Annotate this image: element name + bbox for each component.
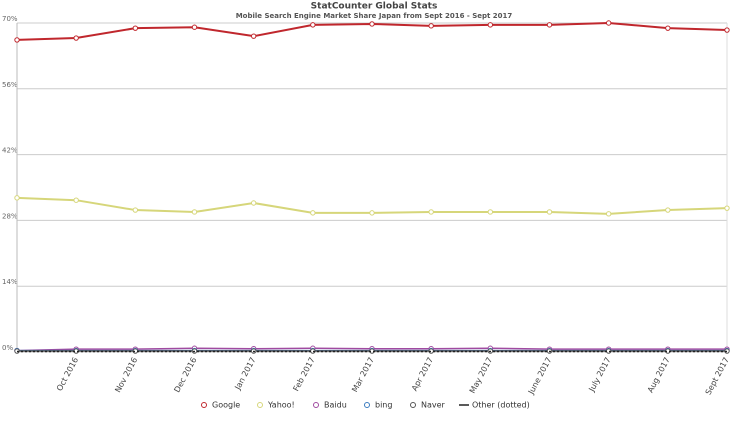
data-point (724, 205, 730, 211)
data-point (665, 207, 671, 213)
legend-label: Google (212, 401, 240, 410)
data-point (605, 211, 612, 217)
data-point (369, 21, 375, 27)
data-point (546, 209, 553, 215)
legend-label: Other (dotted) (472, 401, 530, 410)
data-point (250, 200, 257, 206)
legend-label: Yahoo! (267, 401, 295, 410)
y-tick-label: 56% (2, 81, 18, 89)
x-tick-label: Feb 2017 (291, 356, 316, 393)
data-point (369, 210, 375, 216)
x-tick-label: Apr 2017 (410, 356, 435, 393)
legend-label: Baidu (324, 401, 347, 410)
data-point (310, 22, 316, 28)
data-point (73, 197, 79, 203)
data-point (132, 25, 139, 31)
data-point (14, 37, 20, 43)
x-tick-label: July 2017 (587, 356, 613, 394)
x-tick-label: Aug 2017 (646, 356, 672, 394)
y-tick-label: 70% (2, 15, 18, 23)
data-point (487, 209, 494, 215)
y-tick-label: 42% (2, 147, 18, 155)
data-point (487, 22, 494, 28)
legend-item[interactable]: Other (dotted) (459, 401, 530, 410)
data-point (191, 209, 198, 215)
y-tick-label: 14% (2, 278, 18, 286)
x-tick-label: Jan 2017 (233, 356, 258, 392)
data-point (428, 209, 434, 215)
x-tick-label: Nov 2016 (113, 356, 139, 394)
legend-item[interactable]: Baidu (313, 401, 347, 410)
data-point (73, 35, 79, 41)
data-point (605, 20, 612, 26)
x-tick-label: Sept 2017 (704, 356, 731, 397)
data-point (132, 207, 139, 213)
legend-symbol (410, 402, 416, 408)
data-point (665, 25, 671, 31)
x-tick-label: May 2017 (468, 356, 494, 395)
chart-subtitle: Mobile Search Engine Market Share Japan … (236, 12, 513, 20)
legend-item[interactable]: bing (364, 401, 393, 410)
x-tick-label: Mar 2017 (350, 356, 376, 394)
legend-item[interactable]: Yahoo! (257, 401, 295, 410)
y-tick-label: 0% (2, 344, 13, 352)
data-point (14, 195, 20, 201)
data-point (428, 23, 434, 29)
data-point (191, 24, 198, 30)
legend-symbol (201, 402, 207, 408)
legend-label: Naver (421, 401, 446, 410)
data-point (546, 22, 553, 28)
chart-title: StatCounter Global Stats (311, 2, 438, 12)
legend-symbol (313, 402, 319, 408)
legend-symbol (257, 402, 263, 408)
legend-item[interactable]: Google (201, 401, 241, 410)
y-tick-label: 28% (2, 212, 18, 220)
legend-item[interactable]: Naver (410, 401, 446, 410)
x-tick-label: June 2017 (526, 356, 553, 397)
data-point (310, 210, 316, 216)
x-tick-label: Dec 2016 (173, 356, 199, 394)
x-tick-label: Oct 2016 (55, 356, 80, 393)
legend-symbol (364, 402, 370, 408)
data-point (724, 27, 730, 33)
data-point (250, 33, 257, 39)
legend-label: bing (375, 401, 392, 410)
